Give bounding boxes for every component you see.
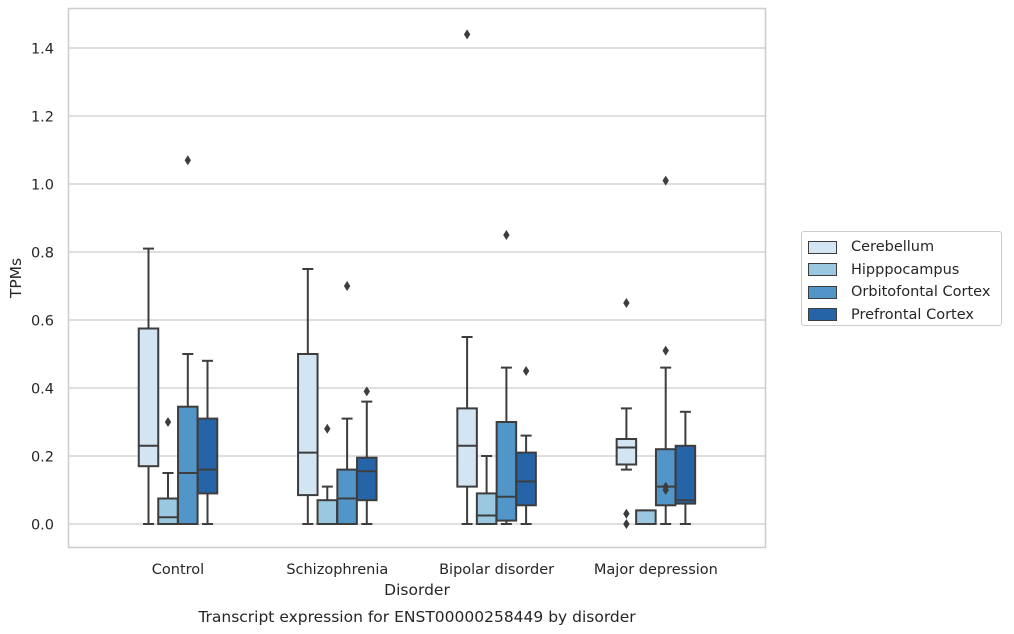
x-tick-label: Bipolar disorder: [439, 562, 554, 578]
box-1-3: [635, 509, 657, 525]
y-tick-label: 0.8: [31, 246, 54, 262]
box-iqr: [456, 407, 478, 488]
box-0-0: [137, 247, 160, 525]
y-axis-label: TPMs: [7, 258, 25, 299]
box-3-1: [356, 386, 378, 525]
x-tick-label: Major depression: [594, 562, 718, 578]
outlier-point: [662, 345, 669, 356]
legend-item: Cerebellum: [808, 236, 1001, 259]
y-tick-label: 1.4: [31, 42, 54, 58]
box-3-0: [196, 359, 219, 525]
x-tick-label: Schizophrenia: [286, 562, 388, 578]
outlier-point: [662, 175, 669, 186]
box-iqr: [297, 353, 319, 497]
y-tick-label: 0.2: [31, 450, 54, 466]
box-0-3: [615, 298, 638, 529]
legend: Cerebellum Hipppocampus Orbitofontal Corte…: [801, 231, 1002, 326]
box-1-2: [475, 455, 498, 525]
box-0-2: [456, 29, 478, 525]
legend-label: Orbitofontal Cortex: [851, 284, 991, 301]
legend-swatch: [808, 308, 837, 322]
legend-label: Cerebellum: [851, 239, 935, 256]
y-tick-label: 0.6: [31, 314, 54, 330]
outlier-point: [662, 485, 669, 495]
legend-label: Hipppocampus: [851, 261, 960, 278]
outlier-point: [324, 423, 331, 434]
legend-item: Hipppocampus: [808, 259, 1001, 282]
box-iqr: [635, 509, 657, 525]
outlier-point: [623, 519, 630, 529]
legend-item: Prefrontal Cortex: [808, 304, 1001, 327]
outlier-point: [164, 417, 172, 427]
box-iqr: [495, 421, 518, 522]
y-axis-ticks: 0.0 0.2 0.4 0.6 0.8 1.0 1.2 1.4: [31, 42, 54, 534]
outlier-point: [623, 508, 630, 519]
x-axis-label: Disorder: [384, 581, 450, 599]
box-2-3: [654, 175, 677, 525]
outlier-point: [363, 386, 370, 397]
box-iqr: [177, 405, 199, 526]
legend-label: Prefrontal Cortex: [851, 306, 974, 323]
legend-swatch: [808, 285, 837, 299]
box-2-1: [336, 281, 358, 526]
box-2-0: [177, 155, 199, 526]
box-iqr: [515, 451, 537, 507]
outlier-point: [463, 29, 471, 40]
x-axis-ticks: Control Schizophrenia Bipolar disorder Majo…: [152, 562, 718, 578]
legend-swatch: [808, 240, 837, 254]
box-1-1: [316, 423, 339, 526]
chart-caption: Transcript expression for ENST0000025844…: [197, 608, 636, 626]
box-3-2: [515, 366, 537, 525]
box-iqr: [654, 448, 677, 507]
box-0-1: [297, 268, 319, 525]
box-iqr: [674, 444, 697, 505]
y-tick-label: 0.0: [31, 518, 54, 534]
box-iqr: [196, 417, 219, 495]
legend-item: Orbitofontal Cortex: [808, 281, 1001, 304]
outlier-point: [343, 281, 351, 291]
box-iqr: [615, 438, 638, 466]
x-tick-label: Control: [152, 562, 204, 578]
box-1-0: [157, 417, 179, 525]
outlier-point: [184, 155, 191, 166]
box-iqr: [356, 456, 378, 502]
y-tick-label: 1.2: [31, 110, 54, 126]
plot-frame: [67, 7, 767, 549]
box-iqr: [336, 468, 358, 526]
box-iqr: [157, 497, 179, 525]
box-iqr: [137, 327, 160, 468]
outlier-point: [503, 230, 510, 240]
boxes: [137, 29, 697, 529]
box-iqr: [316, 499, 339, 526]
box-iqr: [475, 492, 498, 525]
y-tick-label: 1.0: [31, 178, 54, 194]
y-tick-label: 0.4: [31, 382, 54, 398]
box-3-3: [674, 410, 697, 525]
box-2-2: [495, 230, 518, 525]
legend-swatch: [808, 263, 837, 277]
outlier-point: [623, 298, 630, 308]
outlier-point: [522, 366, 530, 376]
